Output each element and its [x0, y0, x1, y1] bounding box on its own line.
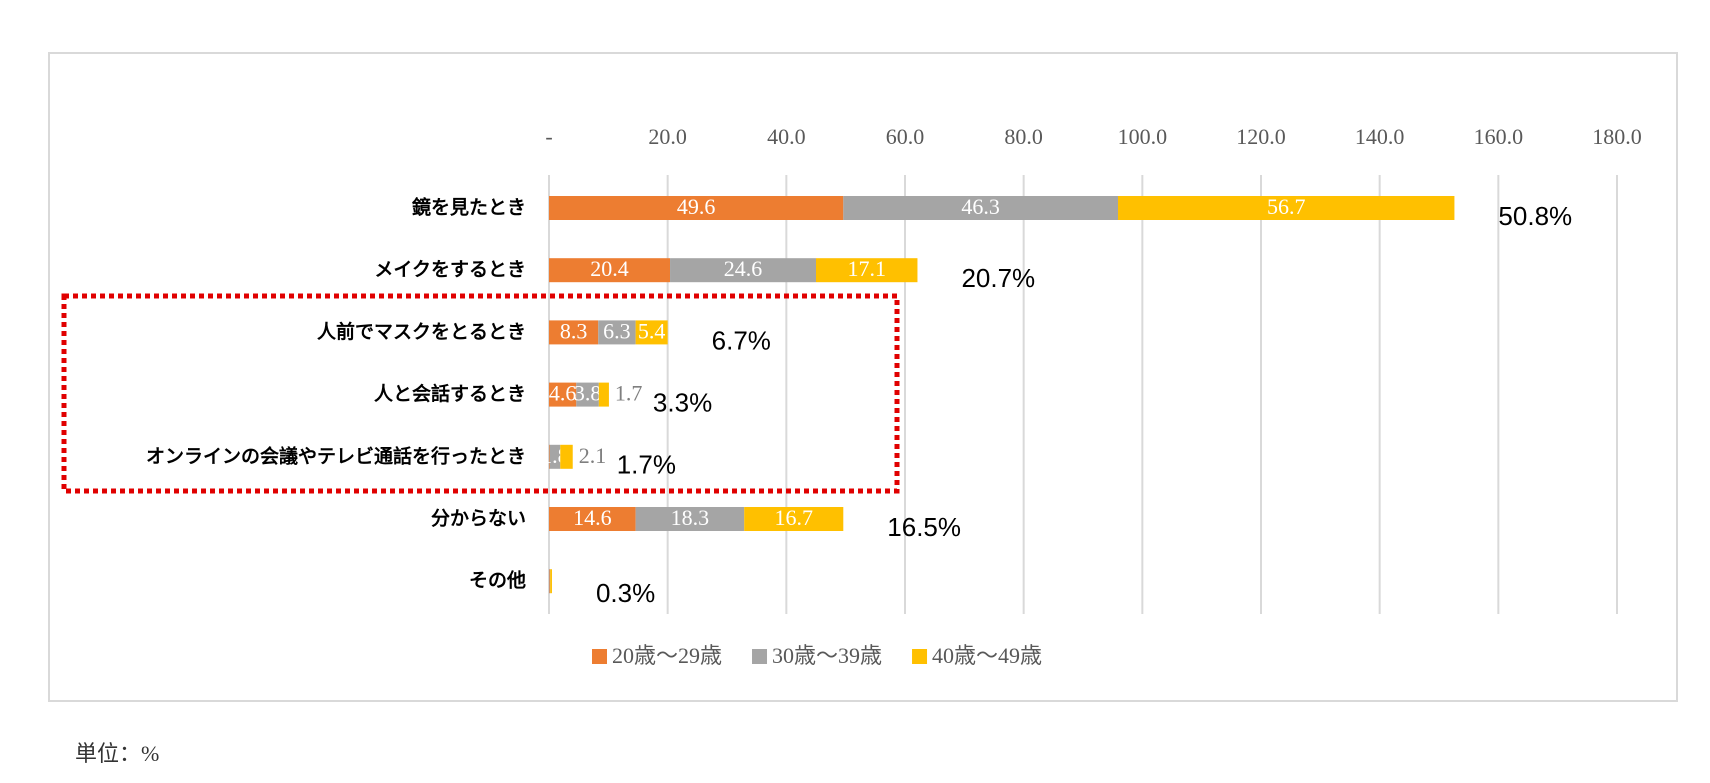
data-label: 5.4: [638, 318, 666, 343]
data-label: 14.6: [573, 505, 612, 530]
bar-segment: [550, 569, 552, 594]
category-label: 人前でマスクをとるとき: [317, 320, 526, 343]
data-label: 1.7: [615, 381, 643, 406]
highlight-box: [61, 293, 900, 494]
x-tick-label: 80.0: [1004, 124, 1043, 149]
category-label: その他: [469, 569, 526, 592]
data-label: 17.1: [847, 256, 886, 281]
x-tick-label: 40.0: [767, 124, 806, 149]
x-tick-label: 160.0: [1474, 124, 1524, 149]
total-label: 50.8%: [1498, 201, 1572, 231]
legend-label: 20歳～29歳: [612, 643, 722, 668]
bar-segment: [549, 320, 599, 345]
bar-segment: [549, 444, 561, 469]
bar-segment: [816, 258, 918, 283]
legend-swatch: [752, 649, 768, 664]
category-label: 分からない: [431, 508, 526, 530]
x-tick-label: 100.0: [1118, 124, 1168, 149]
total-label: 20.7%: [961, 263, 1035, 293]
total-label: 16.5%: [887, 512, 961, 542]
bar-segment: [576, 382, 599, 407]
bar-segment: [549, 258, 671, 283]
bar-segment: [549, 444, 550, 469]
total-label: 0.3%: [596, 578, 655, 608]
bar-segment: [670, 258, 816, 283]
total-label: 6.7%: [712, 325, 771, 355]
data-label: 46.3: [961, 194, 1000, 219]
bar-segment: [1118, 196, 1455, 220]
data-label: 8.3: [560, 318, 588, 343]
chart-frame: [48, 52, 1678, 702]
category-label: メイクをするとき: [374, 259, 526, 281]
category-label: オンラインの会議やテレビ通話を行ったとき: [146, 444, 526, 467]
x-tick-label: 20.0: [648, 124, 687, 149]
data-label: 2.1: [579, 443, 607, 468]
x-tick-label: 60.0: [886, 124, 925, 149]
bar-segment: [635, 320, 668, 345]
data-label: 18.3: [671, 505, 710, 530]
bar-segment: [549, 382, 577, 407]
data-label: 20.4: [590, 256, 629, 281]
bar-segment: [635, 507, 745, 531]
bar-segment: [549, 569, 550, 594]
unit-note: 単位：%: [75, 741, 159, 766]
bar-segment: [598, 320, 636, 345]
bar-segment: [549, 569, 551, 594]
data-label: 56.7: [1267, 194, 1306, 219]
bar-segment: [598, 382, 609, 407]
legend-label: 30歳～39歳: [772, 643, 882, 668]
category-label: 人と会話するとき: [374, 382, 526, 405]
bar-segment: [843, 196, 1119, 220]
bar-segment: [549, 507, 636, 531]
data-label: 16.7: [775, 505, 814, 530]
legend-swatch: [592, 649, 607, 664]
legend-swatch: [912, 649, 928, 664]
x-tick-label: -: [545, 124, 552, 149]
x-tick-label: 180.0: [1592, 124, 1642, 149]
data-label: 49.6: [677, 194, 716, 219]
legend-label: 40歳～49歳: [932, 643, 1042, 668]
data-label: 3.8: [574, 381, 602, 406]
total-label: 3.3%: [653, 387, 712, 417]
data-label: 4.6: [549, 381, 577, 406]
category-label: 鏡を見たとき: [412, 196, 526, 219]
data-label: 6.3: [603, 318, 631, 343]
bar-segment: [744, 507, 844, 531]
total-label: 1.7%: [617, 450, 676, 480]
data-label: 24.6: [724, 256, 763, 281]
x-tick-label: 120.0: [1236, 124, 1286, 149]
x-tick-label: 140.0: [1355, 124, 1405, 149]
bar-segment: [560, 444, 573, 469]
bar-segment: [549, 196, 844, 220]
